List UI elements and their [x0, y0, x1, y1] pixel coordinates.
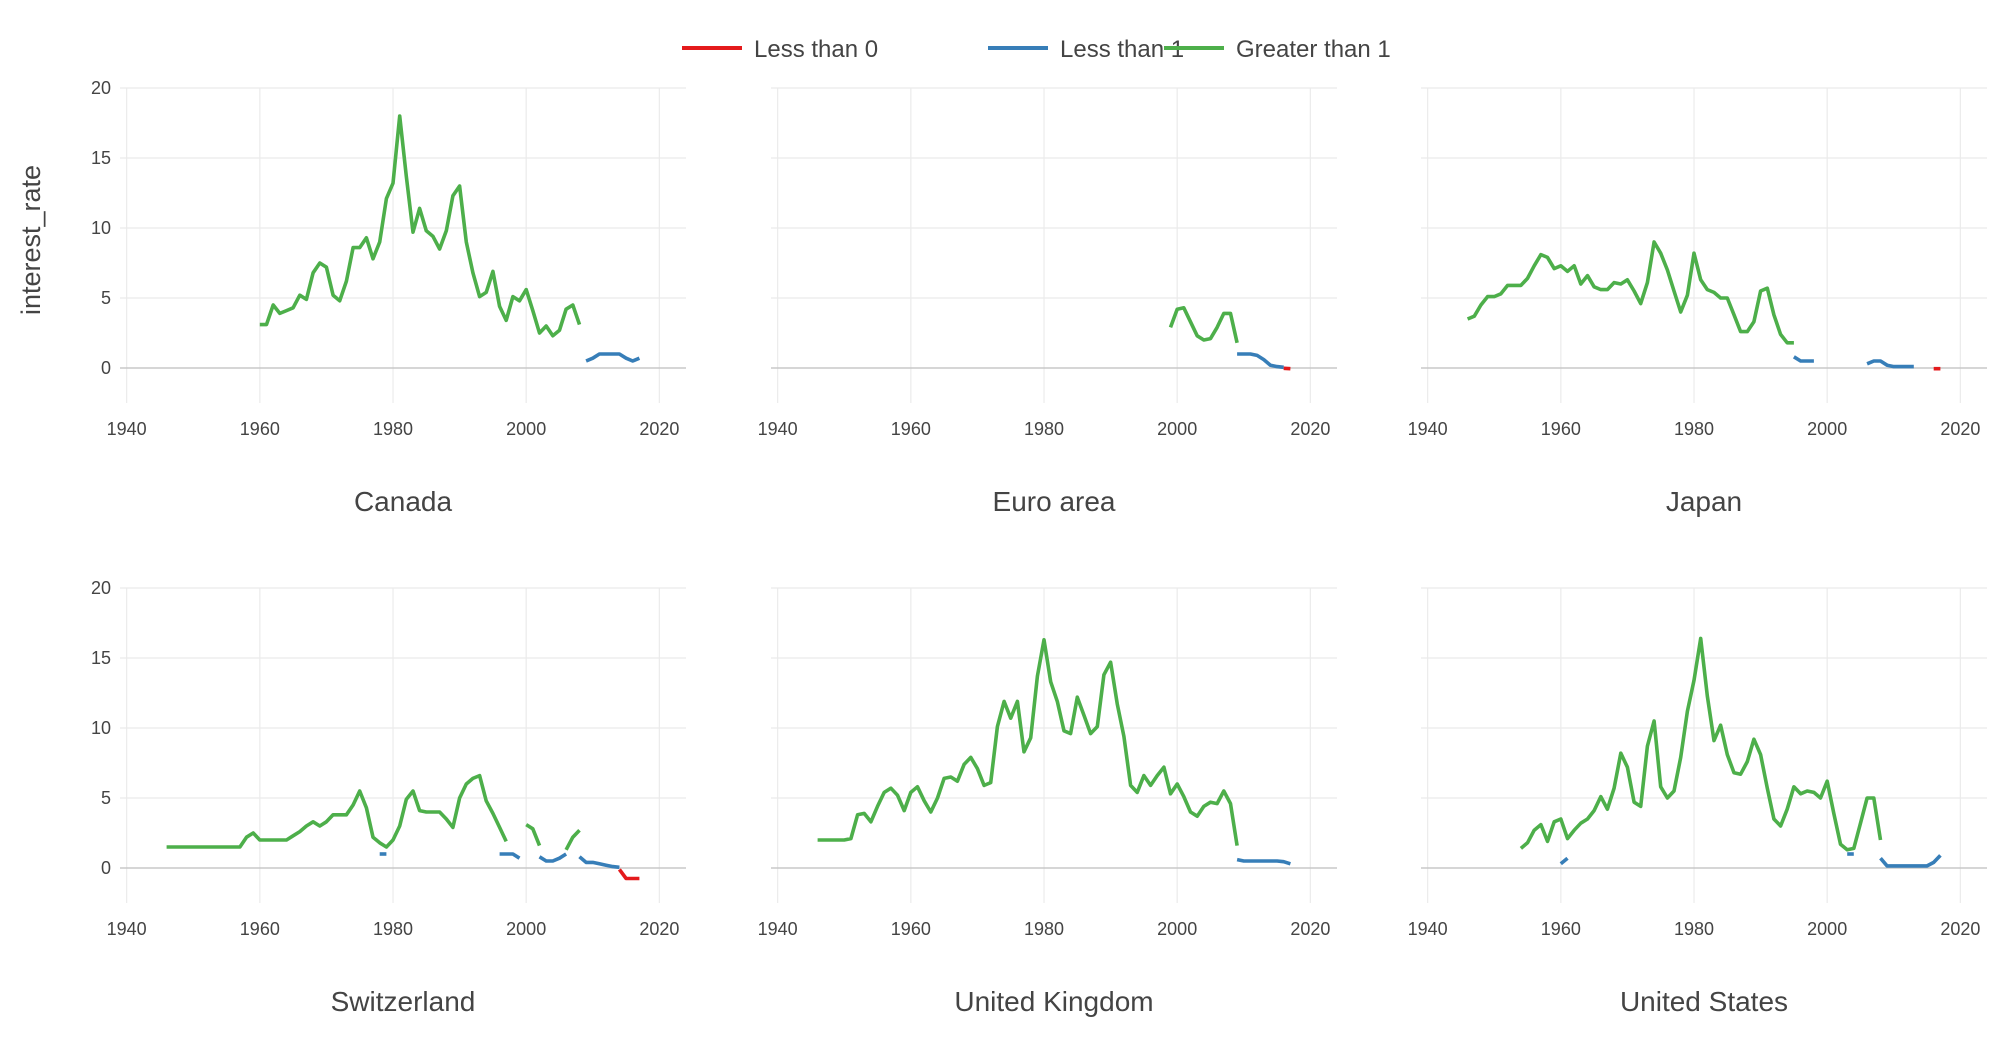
x-tick-label: 1940 [758, 919, 798, 939]
facet-switzerland: 1940 1960 1980 2000 2020 0 5 10 15 20 Switzerland [91, 578, 686, 1017]
facet-euro-area: 1940 1960 1980 2000 2020 Euro area [758, 88, 1337, 517]
y-tick-label: 5 [101, 288, 111, 308]
x-tick-label: 1960 [1541, 919, 1581, 939]
series-line-greater-than-1 [566, 830, 579, 850]
x-tick-label: 2020 [639, 919, 679, 939]
series-line-greater-than-1 [1521, 638, 1881, 849]
facet-label-euro-area: Euro area [993, 486, 1116, 517]
x-tick-label: 1960 [891, 419, 931, 439]
x-tick-label: 1980 [1024, 419, 1064, 439]
facet-canada: 1940 1960 1980 2000 2020 0 5 10 15 20 Canada [91, 78, 686, 517]
series-line-less-than-1 [580, 857, 620, 868]
facet-united-kingdom: 1940 1960 1980 2000 2020 United Kingdom [758, 588, 1337, 1017]
x-tick-label: 1980 [1674, 419, 1714, 439]
legend-label-greater-than-1: Greater than 1 [1236, 36, 1391, 63]
x-tick-label: 2000 [1157, 419, 1197, 439]
series-line-less-than-1 [540, 854, 567, 861]
series-line-greater-than-1 [1468, 242, 1794, 343]
x-tick-label: 1960 [1541, 419, 1581, 439]
y-tick-label: 5 [101, 788, 111, 808]
series-line-greater-than-1 [167, 776, 507, 847]
series-line-less-than-1 [586, 354, 639, 361]
y-tick-label: 20 [91, 78, 111, 98]
facet-united-states: 1940 1960 1980 2000 2020 United States [1408, 588, 1987, 1017]
x-tick-label: 2000 [506, 419, 546, 439]
x-tick-label: 1980 [1674, 919, 1714, 939]
x-tick-label: 1960 [891, 919, 931, 939]
x-tick-label: 1940 [1408, 419, 1448, 439]
y-tick-label: 15 [91, 648, 111, 668]
y-tick-label: 15 [91, 148, 111, 168]
facet-label-united-states: United States [1620, 986, 1788, 1017]
x-tick-label: 2000 [1807, 919, 1847, 939]
x-tick-label: 2000 [1807, 419, 1847, 439]
x-tick-label: 2020 [1940, 919, 1980, 939]
legend-label-less-than-0: Less than 0 [754, 36, 878, 63]
y-tick-label: 10 [91, 718, 111, 738]
x-tick-label: 1940 [1408, 919, 1448, 939]
x-tick-label: 2000 [1157, 919, 1197, 939]
x-tick-label: 2020 [1940, 419, 1980, 439]
series-line-less-than-1 [1794, 357, 1814, 361]
series-line-greater-than-1 [1171, 308, 1238, 343]
x-tick-label: 1940 [107, 919, 147, 939]
series-line-less-than-1 [1867, 361, 1914, 367]
x-tick-label: 2020 [1290, 919, 1330, 939]
y-tick-label: 20 [91, 578, 111, 598]
x-tick-label: 1960 [240, 419, 280, 439]
facet-label-switzerland: Switzerland [331, 986, 476, 1017]
x-tick-label: 2020 [639, 419, 679, 439]
series-line-less-than-1 [500, 854, 520, 858]
y-axis-title: interest_rate [16, 165, 46, 315]
series-line-less-than-1 [1561, 858, 1568, 864]
y-tick-label: 10 [91, 218, 111, 238]
x-tick-label: 2020 [1290, 419, 1330, 439]
series-line-less-than-1 [1237, 354, 1284, 367]
series-line-less-than-0 [619, 869, 639, 878]
series-line-less-than-1 [1237, 860, 1290, 864]
x-tick-label: 1980 [373, 419, 413, 439]
facet-label-canada: Canada [354, 486, 453, 517]
x-tick-label: 2000 [506, 919, 546, 939]
series-line-greater-than-1 [818, 640, 1238, 846]
y-tick-label: 0 [101, 358, 111, 378]
facet-label-united-kingdom: United Kingdom [954, 986, 1153, 1017]
x-tick-label: 1980 [373, 919, 413, 939]
x-tick-label: 1940 [107, 419, 147, 439]
facet-japan: 1940 1960 1980 2000 2020 Japan [1408, 88, 1987, 517]
series-line-greater-than-1 [260, 116, 580, 336]
series-line-greater-than-1 [526, 825, 539, 846]
y-tick-label: 0 [101, 858, 111, 878]
series-line-less-than-1 [1881, 855, 1941, 866]
x-tick-label: 1980 [1024, 919, 1064, 939]
x-tick-label: 1940 [758, 419, 798, 439]
x-tick-label: 1960 [240, 919, 280, 939]
facet-label-japan: Japan [1666, 486, 1742, 517]
